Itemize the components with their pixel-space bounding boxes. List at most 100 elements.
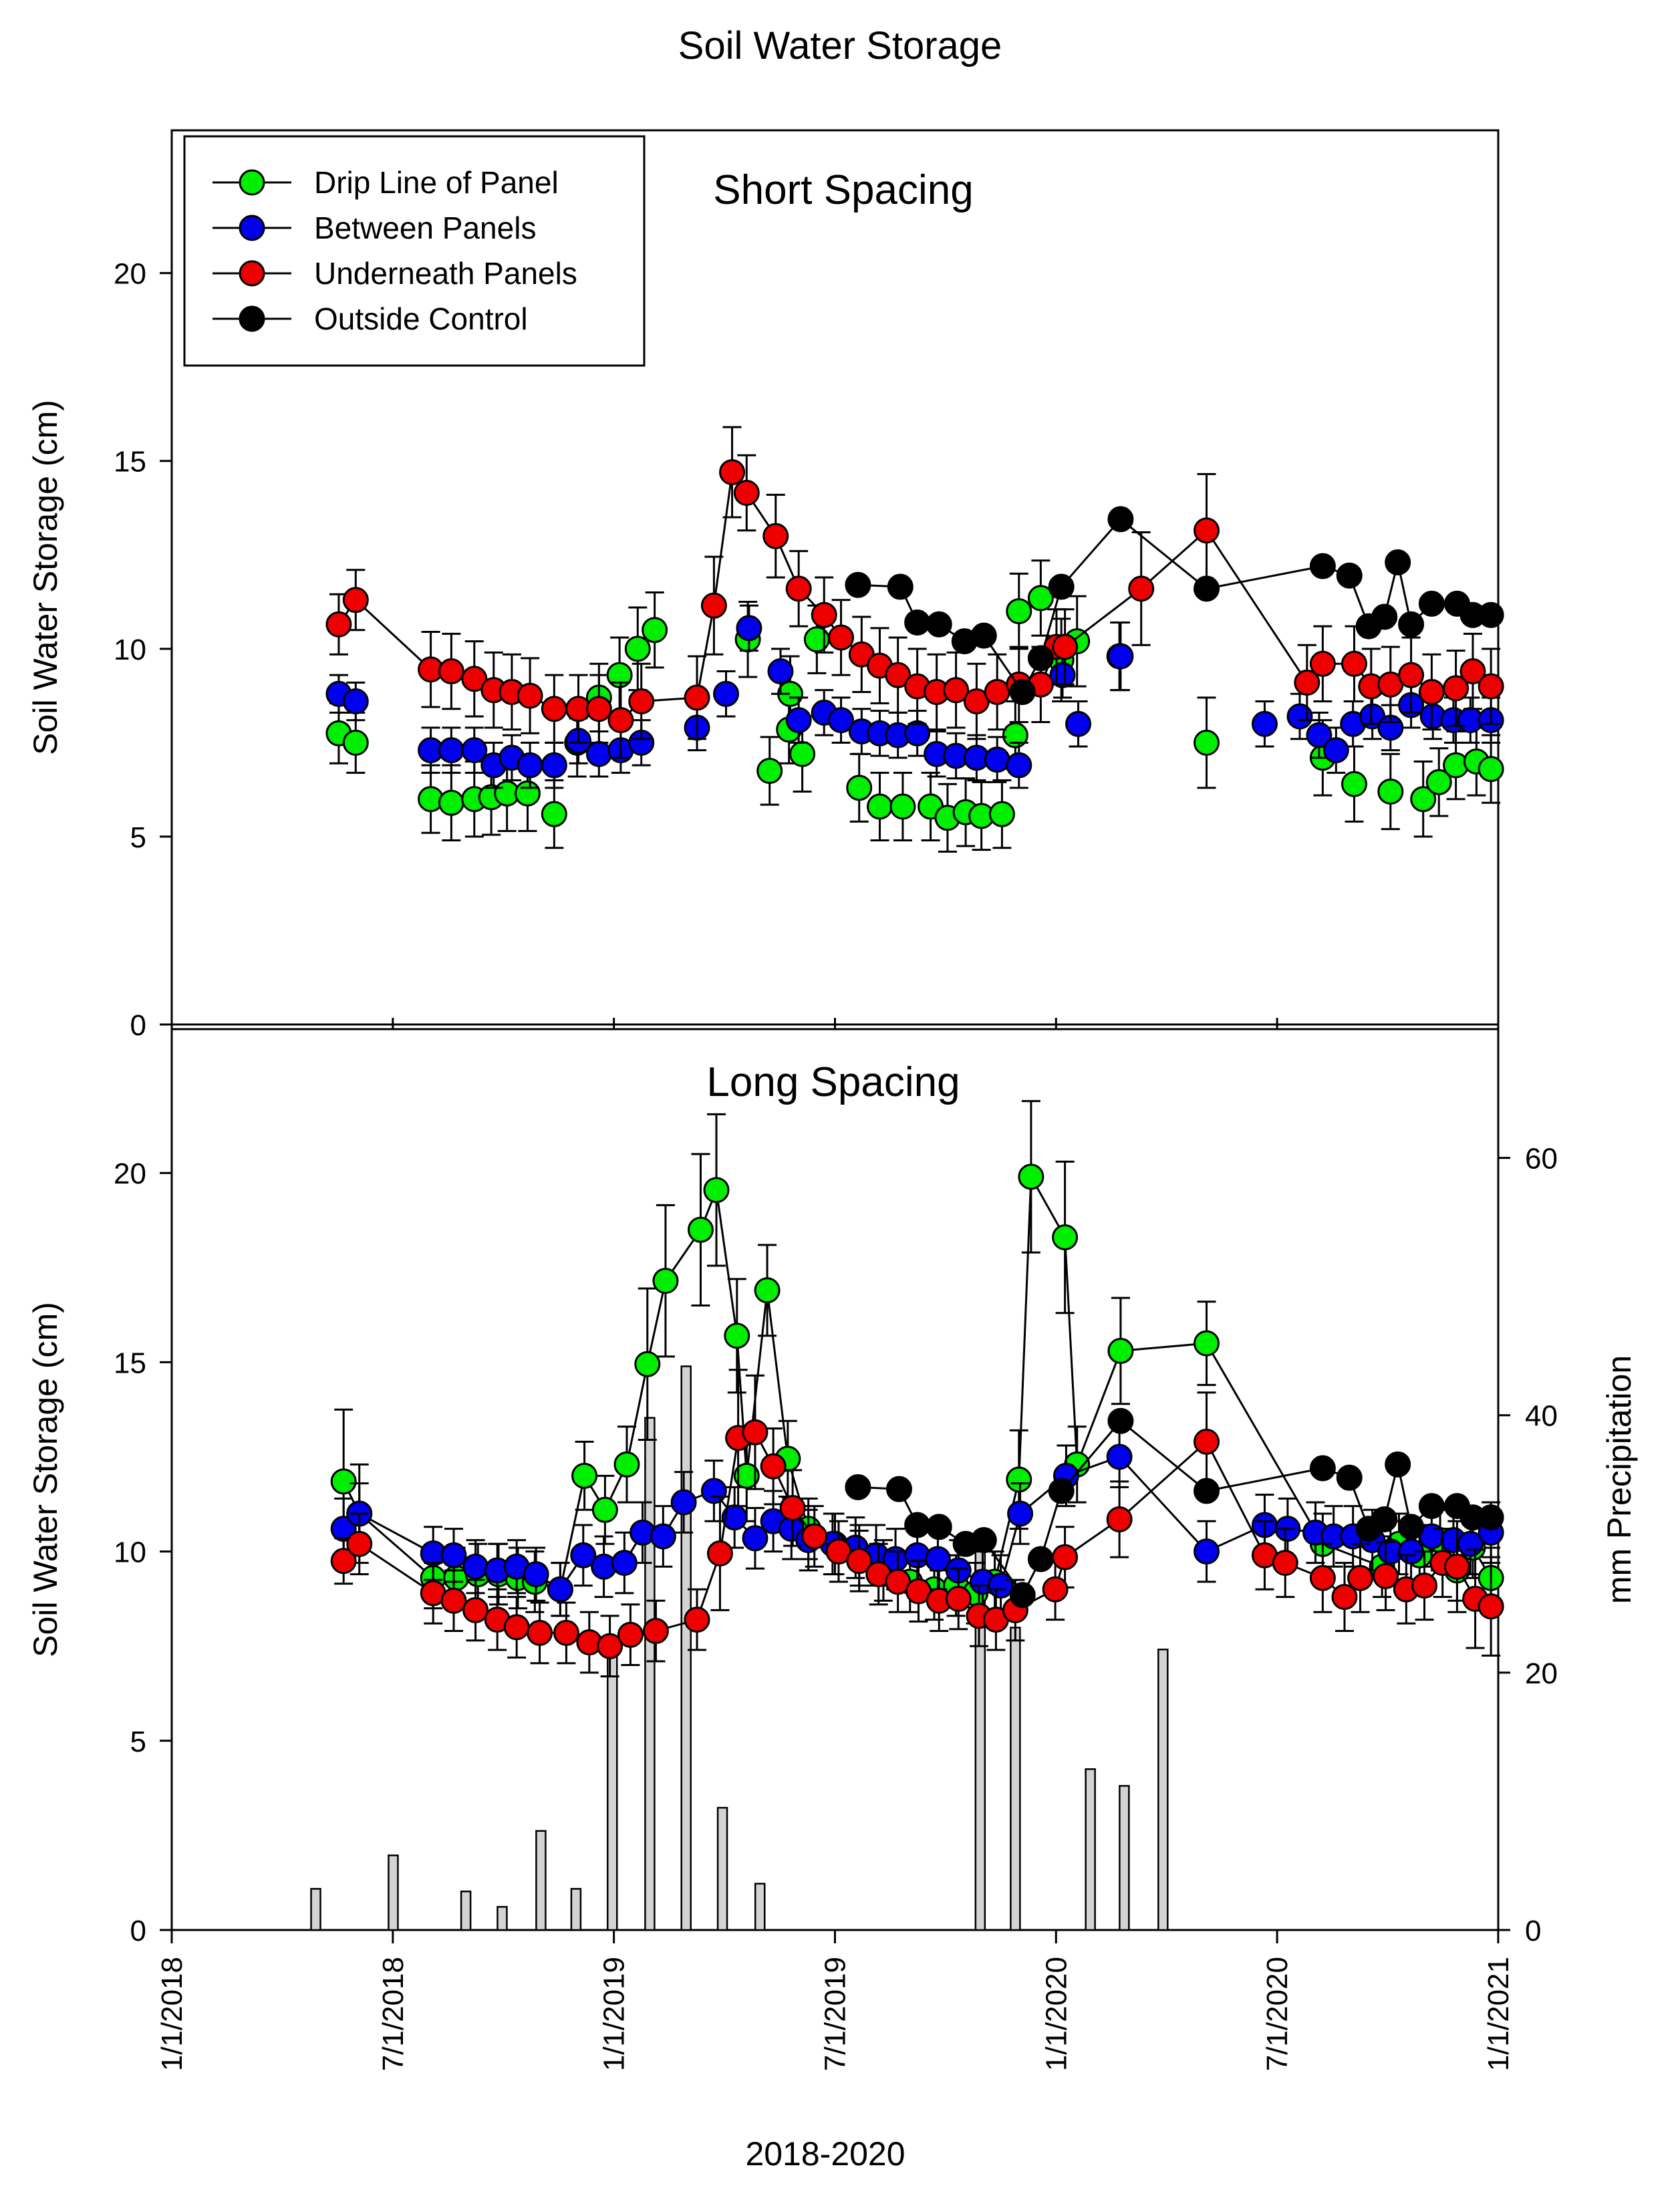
data-point [571, 1462, 598, 1489]
y2-axis-title: mm Precipitation [1600, 1355, 1638, 1604]
data-point [1048, 573, 1075, 600]
data-point [1194, 1478, 1220, 1504]
data-point [1052, 1224, 1079, 1251]
x-tick-label: 7/1/2018 [377, 1957, 410, 2071]
data-point [611, 1550, 638, 1576]
data-point [438, 789, 464, 816]
data-point [462, 1597, 489, 1623]
data-point [700, 592, 727, 619]
data-point [1478, 756, 1504, 783]
data-point [1194, 575, 1220, 602]
data-point [719, 459, 746, 486]
data-point [1309, 1564, 1336, 1591]
data-point [517, 682, 543, 709]
data-point [461, 737, 488, 764]
data-point [945, 1585, 972, 1612]
data-point [547, 1576, 573, 1603]
precipitation-bar [535, 1830, 547, 1931]
data-point [1371, 1506, 1398, 1532]
data-point [1027, 645, 1054, 672]
data-point [889, 793, 916, 820]
data-point [1128, 575, 1155, 602]
data-point [1027, 585, 1054, 611]
precipitation-bar [1119, 1785, 1130, 1931]
data-point [1336, 1464, 1363, 1491]
data-point [1347, 1564, 1374, 1591]
x-tick-label: 1/1/2020 [1040, 1957, 1073, 2071]
data-point [597, 1633, 623, 1659]
data-point [330, 1548, 357, 1574]
data-point [712, 680, 739, 707]
data-point [514, 780, 541, 807]
data-point [785, 575, 812, 602]
legend-label: Drip Line of Panel [314, 165, 559, 200]
data-point [1009, 1582, 1036, 1609]
data-point [628, 688, 655, 715]
y-tick-label: 15 [114, 1347, 146, 1379]
y2-tick-label: 20 [1525, 1657, 1558, 1690]
precipitation-bar [1085, 1768, 1096, 1931]
data-point [591, 1496, 618, 1523]
data-point [762, 523, 789, 549]
series-drip-line-of-panel [325, 559, 1504, 853]
data-point [970, 1527, 997, 1554]
precipitation-bar [497, 1906, 508, 1931]
data-point [789, 740, 816, 767]
data-point [585, 740, 612, 767]
data-point [342, 729, 369, 756]
y-tick-label: 0 [130, 1915, 146, 1947]
x-tick-label: 1/1/2018 [156, 1957, 188, 2071]
data-point [1194, 729, 1220, 756]
data-point [1459, 658, 1486, 685]
data-point [650, 1523, 676, 1550]
data-point [754, 1277, 781, 1304]
data-point [684, 684, 710, 711]
data-point [904, 1512, 931, 1538]
data-point [617, 1621, 644, 1648]
data-point [1027, 1546, 1054, 1572]
precipitation-bar [754, 1883, 766, 1931]
y-tick-label: 5 [130, 821, 146, 854]
data-point [1107, 1407, 1134, 1434]
data-point [785, 707, 812, 734]
data-point [1478, 601, 1504, 628]
data-point [1194, 1428, 1220, 1455]
data-point [887, 573, 914, 600]
data-point [325, 611, 352, 638]
data-point [1194, 1538, 1220, 1565]
data-point [1002, 722, 1028, 748]
data-point [733, 1462, 760, 1489]
data-point [1398, 611, 1425, 638]
data-point [1377, 778, 1404, 805]
data-point [926, 611, 952, 638]
panel-short: 0 5 10 15 20 Soil Water Storage (cm) Short Spa… [27, 129, 1504, 1042]
panel-title: Short Spacing [713, 167, 973, 213]
precipitation-bar [1010, 1627, 1021, 1931]
data-point [1052, 634, 1079, 660]
data-point [527, 1619, 553, 1646]
data-point [1341, 771, 1367, 797]
data-point [984, 746, 1010, 773]
data-point [803, 626, 830, 653]
data-point [1331, 1584, 1358, 1611]
data-point [1294, 669, 1320, 696]
data-point [607, 707, 634, 734]
data-point [1052, 1544, 1079, 1570]
data-point [926, 1514, 952, 1540]
precipitation-bar [1157, 1648, 1169, 1931]
data-point [687, 1216, 714, 1243]
data-point [634, 1351, 661, 1377]
x-axis-title: 2018-2020 [745, 2135, 905, 2173]
panel-long: 0 5 10 15 20 Soil Water Storage (cm) Long Spac… [27, 1028, 1638, 1947]
precipitation-bar [644, 1417, 656, 1931]
data-point [438, 658, 464, 685]
data-point [736, 615, 762, 642]
panels-layer: 0 5 10 15 20 Soil Water Storage (cm) Short Spa… [27, 129, 1638, 1947]
data-point [642, 1618, 669, 1645]
legend: Drip Line of Panel Between Panels Undernea… [183, 135, 646, 367]
data-point [984, 678, 1010, 705]
data-point [346, 1530, 373, 1557]
data-point [1478, 1593, 1504, 1620]
